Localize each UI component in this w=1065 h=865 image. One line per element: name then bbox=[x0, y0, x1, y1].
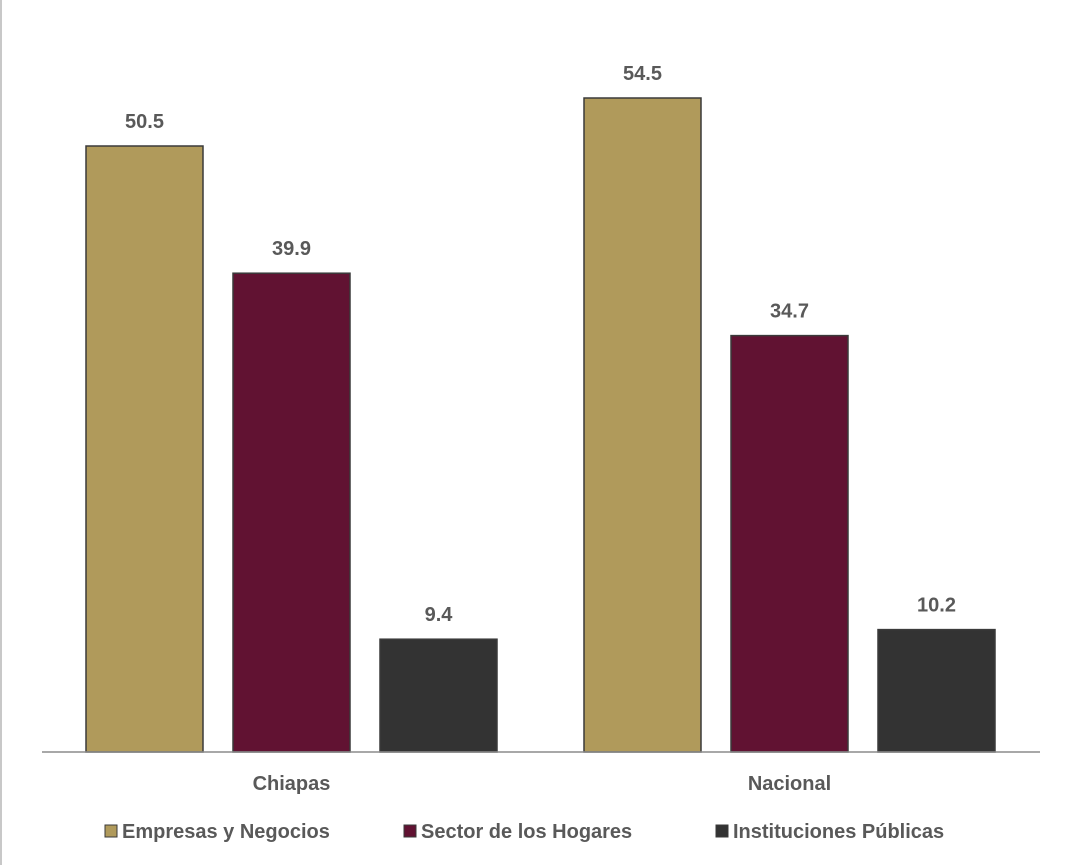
data-labels-layer: 50.5 39.9 9.4 54.5 34.7 10.2 bbox=[125, 63, 956, 626]
bar-nacional-empresas-y-negocios bbox=[583, 97, 702, 753]
legend-label-empresas-y-negocios: Empresas y Negocios bbox=[122, 821, 330, 843]
legend-item-sector-de-los-hogares[interactable]: Sector de los Hogares bbox=[403, 821, 632, 843]
category-labels-layer: Chiapas Nacional bbox=[253, 773, 832, 795]
legend-item-empresas-y-negocios[interactable]: Empresas y Negocios bbox=[104, 821, 330, 843]
bar-nacional-instituciones-publicas bbox=[877, 628, 996, 753]
legend-swatch-empresas-y-negocios bbox=[104, 824, 118, 838]
bar-nacional-sector-de-los-hogares bbox=[730, 334, 849, 753]
bars-layer bbox=[85, 97, 996, 753]
bar-chiapas-sector-de-los-hogares bbox=[232, 272, 351, 753]
legend[interactable]: Empresas y Negocios Sector de los Hogares… bbox=[104, 821, 944, 843]
legend-label-instituciones-publicas: Instituciones Públicas bbox=[733, 821, 944, 843]
bar-chiapas-instituciones-publicas bbox=[379, 638, 498, 753]
legend-label-sector-de-los-hogares: Sector de los Hogares bbox=[421, 821, 632, 843]
data-label-nacional-empresas-y-negocios: 54.5 bbox=[623, 63, 662, 85]
legend-swatch-instituciones-publicas bbox=[715, 824, 729, 838]
data-label-nacional-instituciones-publicas: 10.2 bbox=[917, 595, 956, 617]
data-label-chiapas-empresas-y-negocios: 50.5 bbox=[125, 111, 164, 133]
data-label-chiapas-instituciones-publicas: 9.4 bbox=[425, 604, 454, 626]
category-label-nacional: Nacional bbox=[748, 773, 831, 795]
legend-item-instituciones-publicas[interactable]: Instituciones Públicas bbox=[715, 821, 944, 843]
data-label-chiapas-sector-de-los-hogares: 39.9 bbox=[272, 238, 311, 260]
bar-chiapas-empresas-y-negocios bbox=[85, 145, 204, 753]
category-label-chiapas: Chiapas bbox=[253, 773, 331, 795]
legend-swatch-sector-de-los-hogares bbox=[403, 824, 417, 838]
data-label-nacional-sector-de-los-hogares: 34.7 bbox=[770, 301, 809, 323]
